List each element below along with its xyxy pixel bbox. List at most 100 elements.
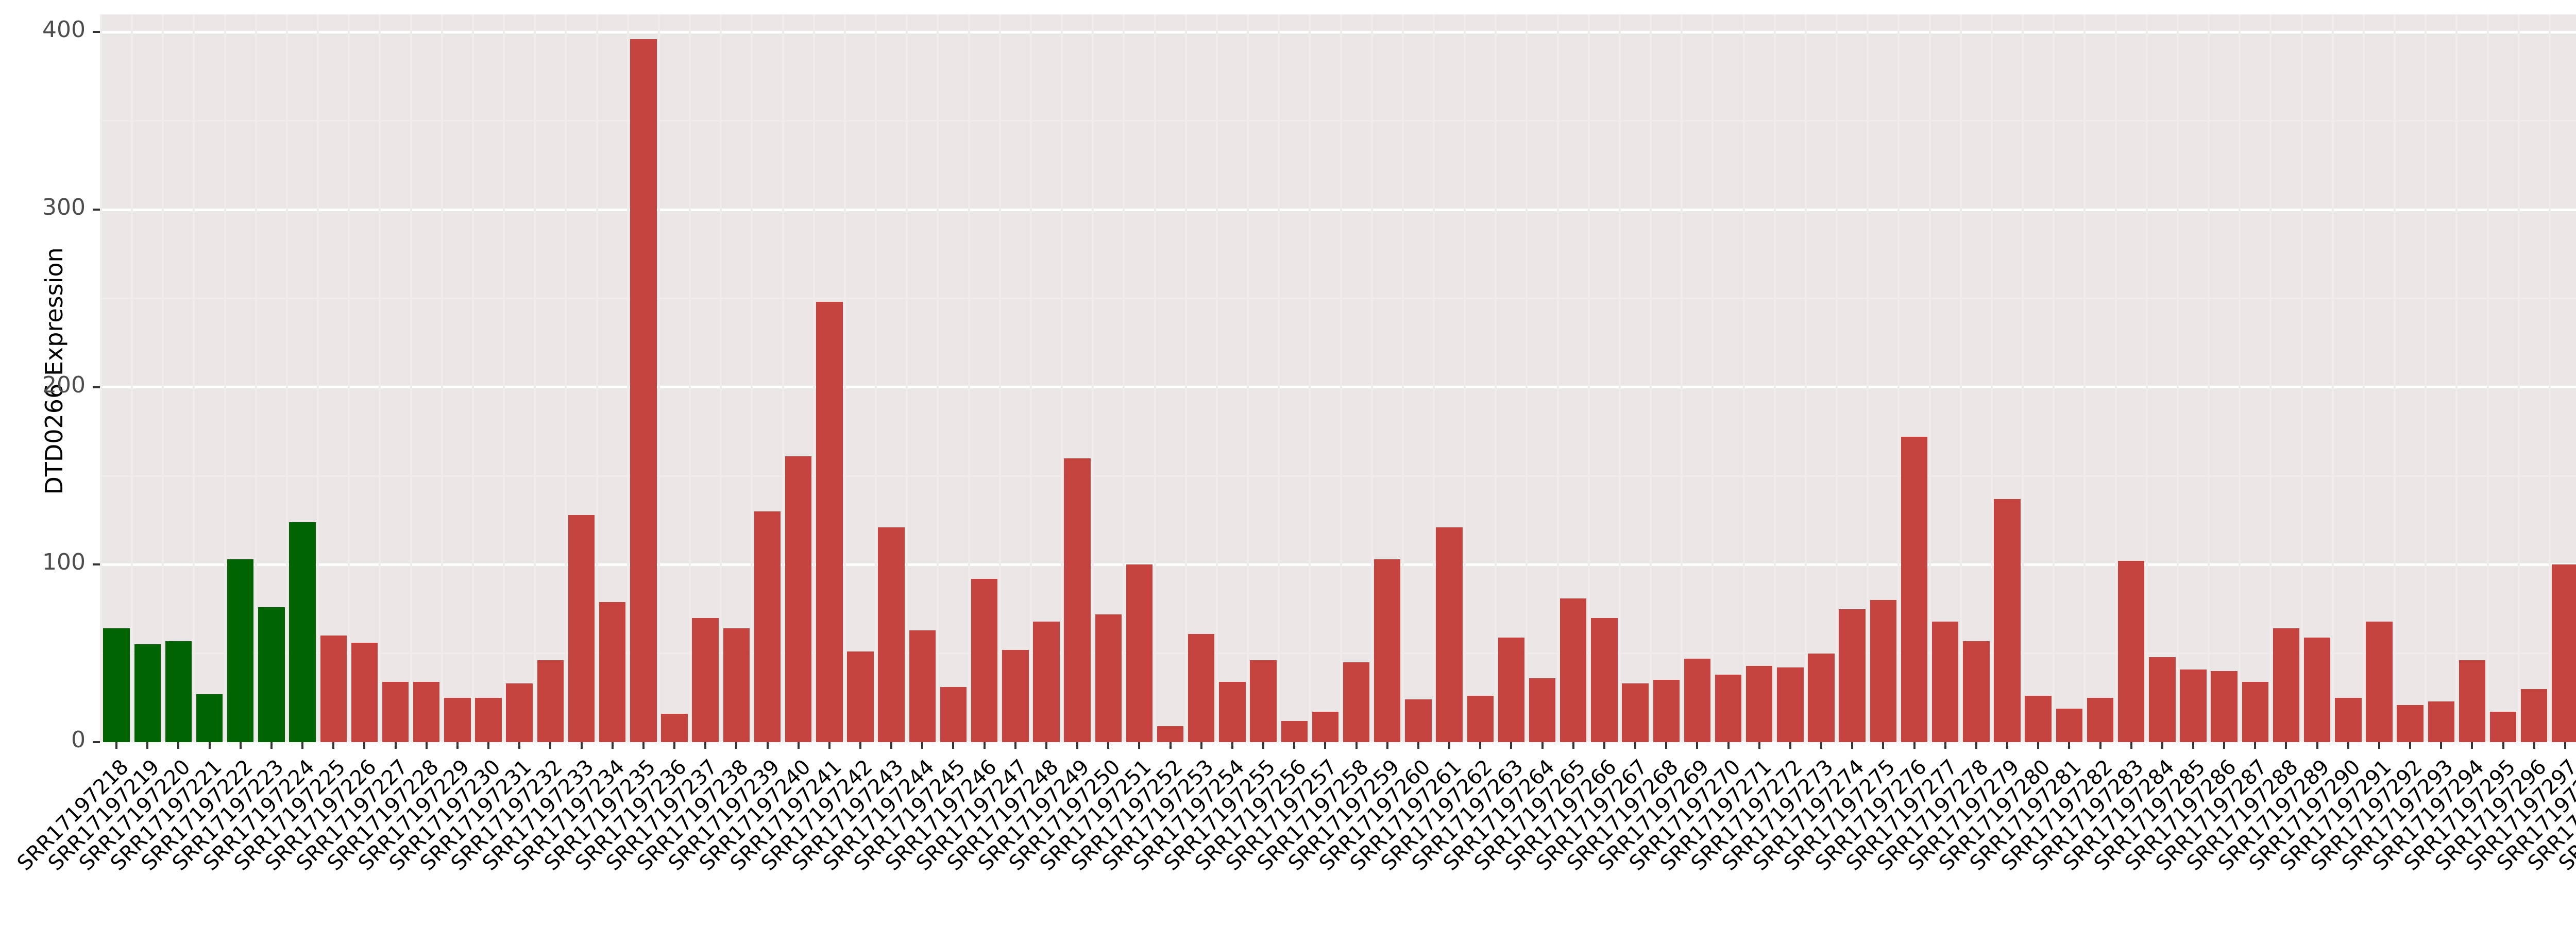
bar (289, 522, 316, 742)
bar (785, 456, 812, 742)
x-axis-tick-mark (1138, 742, 1141, 749)
bar (444, 697, 471, 742)
gridline-vertical (379, 14, 381, 742)
y-axis-tick-label: 400 (42, 16, 86, 43)
x-axis-tick-mark (1541, 742, 1544, 749)
bar (2428, 701, 2454, 742)
x-axis-tick-mark (456, 742, 459, 749)
gridline-vertical (1990, 14, 1993, 742)
bar (1963, 641, 1990, 742)
y-axis-tick-label: 200 (42, 371, 86, 398)
gridline-vertical (843, 14, 846, 742)
gridline-vertical (720, 14, 722, 742)
gridline-vertical (689, 14, 691, 742)
bar (413, 681, 440, 742)
bar (1219, 681, 1246, 742)
x-axis-tick-mark (1479, 742, 1482, 749)
bar (1157, 726, 1184, 742)
gridline-vertical (2394, 14, 2396, 742)
x-axis-tick-mark (1448, 742, 1451, 749)
bar (1653, 680, 1680, 742)
gridline-vertical (1650, 14, 1652, 742)
x-axis-tick-mark (2533, 742, 2535, 749)
gridline-horizontal (101, 386, 2576, 389)
gridline-horizontal (101, 208, 2576, 211)
gridline-vertical (1154, 14, 1156, 742)
bar-series (101, 14, 2576, 742)
x-axis-tick-mark (2130, 742, 2132, 749)
y-axis-tick-label: 300 (42, 194, 86, 221)
gridline-vertical (1836, 14, 1838, 742)
x-axis-tick-mark (1696, 742, 1699, 749)
gridline-vertical (162, 14, 164, 742)
x-axis-tick-mark (1324, 742, 1327, 749)
x-axis-tick-mark (952, 742, 955, 749)
gridline-horizontal-minor (101, 297, 2576, 299)
gridline-vertical (1711, 14, 1714, 742)
bar (1870, 600, 1897, 742)
y-axis-tick-mark (93, 209, 100, 211)
bar (382, 681, 409, 742)
bar (196, 694, 223, 742)
bar (351, 643, 378, 742)
x-axis-tick-mark (1200, 742, 1202, 749)
gridline-vertical (1123, 14, 1125, 742)
gridline-vertical (1742, 14, 1745, 742)
gridline-vertical (657, 14, 660, 742)
gridline-vertical (1092, 14, 1094, 742)
x-axis-tick-mark (673, 742, 675, 749)
bar (2056, 708, 2083, 742)
gridline-vertical (1587, 14, 1590, 742)
bar (909, 630, 936, 742)
bar (1467, 696, 1494, 742)
bar (2149, 657, 2176, 742)
x-axis-tick-mark (2223, 742, 2226, 749)
x-axis-tick-mark (1851, 742, 1854, 749)
y-axis-tick-mark (93, 386, 100, 388)
bar (971, 578, 998, 742)
x-axis-tick-mark (1169, 742, 1172, 749)
bar (754, 511, 781, 742)
gridline-vertical (1928, 14, 1931, 742)
bar (475, 697, 502, 742)
gridline-vertical (1278, 14, 1280, 742)
x-axis-tick-mark (270, 742, 273, 749)
bar (103, 628, 130, 742)
gridline-vertical (348, 14, 350, 742)
x-axis-tick-mark (1262, 742, 1265, 749)
bar (1312, 712, 1339, 742)
bar (1002, 649, 1029, 742)
bar (1436, 527, 1463, 742)
x-axis-tick-mark (518, 742, 521, 749)
gridline-vertical (968, 14, 970, 742)
bar (2397, 705, 2424, 742)
gridline-vertical (1618, 14, 1621, 742)
gridline-vertical (2053, 14, 2055, 742)
bar (2459, 660, 2486, 742)
bar (816, 302, 843, 742)
x-axis-tick-mark (2192, 742, 2194, 749)
x-axis-tick-mark (580, 742, 583, 749)
gridline-horizontal-minor (101, 653, 2576, 655)
x-axis-tick-mark (1603, 742, 1605, 749)
x-axis-tick-mark (2409, 742, 2412, 749)
bar (2087, 697, 2114, 742)
gridline-vertical (2486, 14, 2489, 742)
gridline-vertical (2176, 14, 2179, 742)
bar (1777, 667, 1804, 742)
gridline-vertical (2269, 14, 2272, 742)
bar (847, 651, 874, 742)
x-axis-tick-mark (766, 742, 769, 749)
x-axis-tick-mark (1076, 742, 1079, 749)
x-axis-tick-mark (1386, 742, 1388, 749)
x-axis-tick-mark (983, 742, 986, 749)
bar (1281, 720, 1308, 742)
gridline-vertical (1247, 14, 1249, 742)
gridline-vertical (1681, 14, 1683, 742)
gridline-vertical (812, 14, 815, 742)
y-axis-tick-mark (93, 31, 100, 33)
x-axis-tick-mark (239, 742, 242, 749)
gridline-vertical (2239, 14, 2241, 742)
x-axis-tick-mark (1417, 742, 1419, 749)
bar (2242, 681, 2269, 742)
